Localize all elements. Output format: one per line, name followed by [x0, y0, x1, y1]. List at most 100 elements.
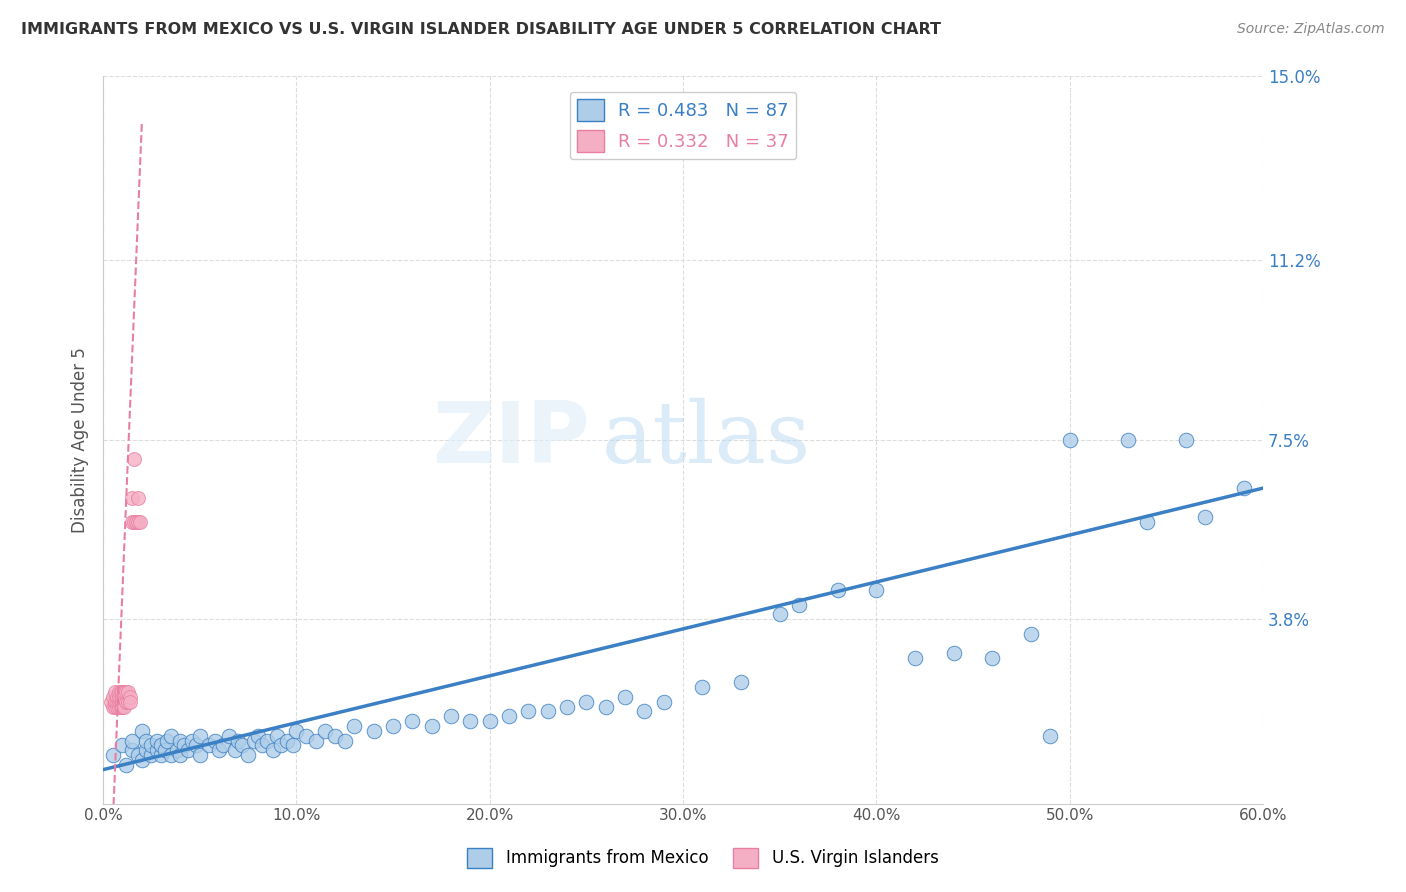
Point [420, 719, 443, 733]
Point [101, 699, 124, 714]
Point [153, 743, 176, 757]
Text: IMMIGRANTS FROM MEXICO VS U.S. VIRGIN ISLANDER DISABILITY AGE UNDER 5 CORRELATIO: IMMIGRANTS FROM MEXICO VS U.S. VIRGIN IS… [21, 22, 941, 37]
Point [537, 705, 560, 719]
Point [111, 739, 134, 753]
Point [122, 452, 145, 467]
Point [1174, 433, 1197, 447]
Point [188, 729, 211, 743]
Point [228, 733, 250, 747]
Point [218, 729, 240, 743]
Legend: R = 0.483   N = 87, R = 0.332   N = 37: R = 0.483 N = 87, R = 0.332 N = 37 [569, 92, 796, 160]
Point [981, 651, 1004, 665]
Point [323, 729, 346, 743]
Text: ZIP: ZIP [433, 398, 591, 481]
Point [112, 690, 135, 704]
Point [107, 695, 129, 709]
Point [169, 733, 191, 747]
Point [460, 714, 482, 728]
Point [401, 714, 423, 728]
Point [115, 757, 138, 772]
Point [517, 705, 540, 719]
Point [942, 646, 965, 660]
Point [1194, 510, 1216, 524]
Point [121, 733, 143, 747]
Point [169, 748, 191, 763]
Point [166, 743, 188, 757]
Point [382, 719, 405, 733]
Point [177, 743, 200, 757]
Point [104, 699, 127, 714]
Point [115, 685, 138, 699]
Point [478, 714, 501, 728]
Point [787, 598, 810, 612]
Point [141, 739, 163, 753]
Point [131, 723, 153, 738]
Point [1059, 433, 1081, 447]
Point [173, 739, 195, 753]
Point [141, 748, 163, 763]
Point [111, 695, 134, 709]
Point [135, 733, 157, 747]
Point [276, 733, 298, 747]
Point [131, 753, 153, 767]
Point [692, 680, 714, 694]
Point [117, 685, 139, 699]
Point [224, 743, 246, 757]
Point [111, 685, 134, 699]
Point [1233, 481, 1256, 495]
Point [208, 743, 231, 757]
Point [107, 690, 129, 704]
Point [111, 699, 134, 714]
Point [120, 695, 142, 709]
Point [256, 733, 278, 747]
Point [105, 690, 128, 704]
Point [285, 723, 308, 738]
Point [1136, 515, 1159, 529]
Point [128, 515, 150, 529]
Text: Source: ZipAtlas.com: Source: ZipAtlas.com [1237, 22, 1385, 37]
Point [730, 675, 752, 690]
Point [101, 690, 124, 704]
Point [121, 515, 143, 529]
Point [159, 729, 181, 743]
Point [181, 733, 204, 747]
Point [204, 733, 226, 747]
Point [1039, 729, 1062, 743]
Point [333, 733, 356, 747]
Point [314, 723, 336, 738]
Point [652, 695, 675, 709]
Point [117, 695, 139, 709]
Point [212, 739, 235, 753]
Point [159, 748, 181, 763]
Legend: Immigrants from Mexico, U.S. Virgin Islanders: Immigrants from Mexico, U.S. Virgin Isla… [461, 841, 945, 875]
Point [100, 695, 122, 709]
Point [769, 607, 792, 622]
Point [156, 733, 179, 747]
Point [555, 699, 578, 714]
Point [904, 651, 927, 665]
Point [120, 690, 142, 704]
Point [188, 748, 211, 763]
Point [104, 685, 127, 699]
Point [112, 699, 135, 714]
Point [198, 739, 221, 753]
Text: atlas: atlas [602, 398, 811, 481]
Point [246, 729, 269, 743]
Point [122, 515, 145, 529]
Point [107, 685, 129, 699]
Point [110, 699, 132, 714]
Point [105, 699, 128, 714]
Point [150, 739, 173, 753]
Point [281, 739, 304, 753]
Point [498, 709, 520, 723]
Point [236, 748, 259, 763]
Point [101, 748, 124, 763]
Point [614, 690, 637, 704]
Point [1019, 626, 1042, 640]
Point [231, 739, 253, 753]
Point [595, 699, 617, 714]
Point [105, 695, 128, 709]
Point [440, 709, 463, 723]
Point [127, 748, 149, 763]
Point [633, 705, 655, 719]
